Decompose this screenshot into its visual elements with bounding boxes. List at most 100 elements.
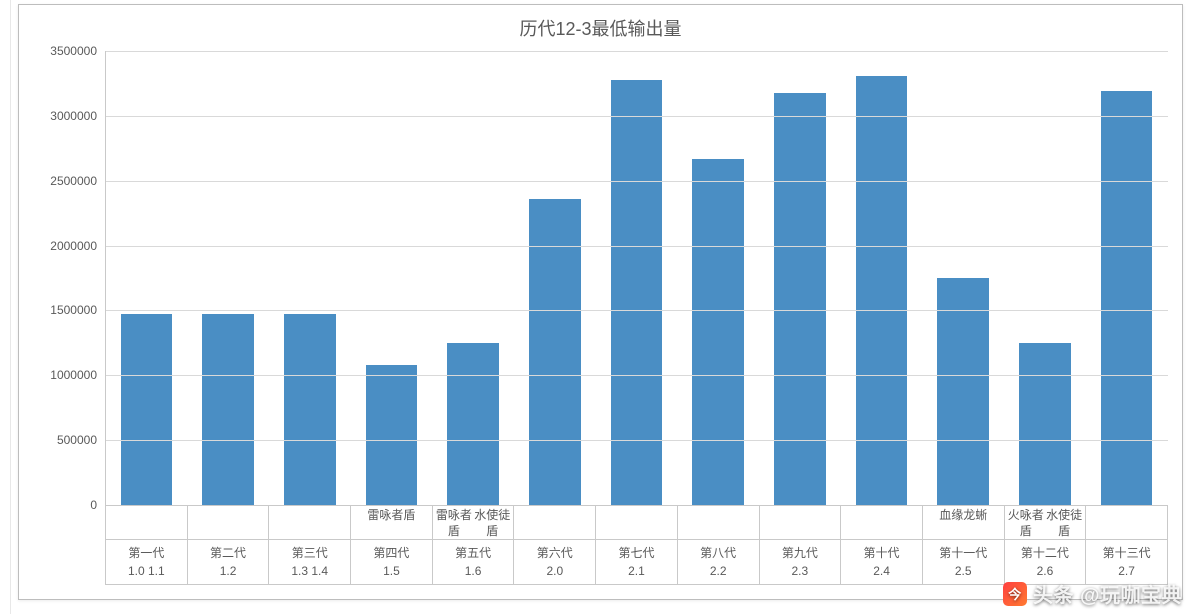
x-axis-note <box>678 506 759 540</box>
chart-container: 历代12-3最低输出量 0500000100000015000002000000… <box>18 4 1183 600</box>
x-axis-note: 火咏者盾水使徒盾 <box>1005 506 1086 540</box>
x-axis-note <box>269 506 350 540</box>
gridline <box>106 51 1168 52</box>
x-axis-label: 第八代2.2 <box>678 540 759 584</box>
bar-slot <box>433 51 515 505</box>
x-axis-gen: 第七代 <box>618 544 654 562</box>
x-axis-label: 第九代2.3 <box>760 540 841 584</box>
x-axis-gen: 第十二代 <box>1021 544 1069 562</box>
y-tick-label: 3500000 <box>50 44 97 58</box>
x-axis-ver: 2.1 <box>628 562 645 580</box>
x-axis-ver: 2.2 <box>710 562 727 580</box>
x-axis-label: 第十三代2.7 <box>1086 540 1167 584</box>
x-axis-label: 第七代2.1 <box>596 540 677 584</box>
x-axis-cell: 第六代2.0 <box>513 506 595 585</box>
bar-slot <box>596 51 678 505</box>
bar-slot <box>841 51 923 505</box>
watermark-prefix: 头条 <box>1033 579 1074 608</box>
x-axis-note <box>514 506 595 540</box>
x-axis-label: 第二代1.2 <box>188 540 269 584</box>
x-axis-label: 第十二代2.6 <box>1005 540 1086 584</box>
x-axis-gen: 第十代 <box>864 544 900 562</box>
y-tick-label: 2000000 <box>50 239 97 253</box>
x-axis-cell: 第八代2.2 <box>677 506 759 585</box>
x-axis-label: 第十代2.4 <box>841 540 922 584</box>
x-axis: 第一代1.0 1.1第二代1.2第三代1.3 1.4雷咏者盾第四代1.5雷咏者盾… <box>105 505 1168 585</box>
x-axis-ver: 1.5 <box>383 562 400 580</box>
x-axis-cell: 火咏者盾水使徒盾第十二代2.6 <box>1004 506 1086 585</box>
bar <box>447 343 499 505</box>
gridline <box>106 375 1168 376</box>
x-axis-gen: 第二代 <box>210 544 246 562</box>
bar <box>692 159 744 505</box>
x-axis-cell: 第十三代2.7 <box>1085 506 1168 585</box>
bar <box>366 365 418 505</box>
bar-slot <box>514 51 596 505</box>
gridline <box>106 246 1168 247</box>
y-tick-label: 2500000 <box>50 174 97 188</box>
y-axis: 0500000100000015000002000000250000030000… <box>33 51 103 505</box>
x-axis-ver: 1.0 1.1 <box>128 562 165 580</box>
x-axis-cell: 第十代2.4 <box>840 506 922 585</box>
bar-slot <box>106 51 188 505</box>
bar-slot <box>1005 51 1087 505</box>
bar <box>1019 343 1071 505</box>
x-axis-ver: 2.7 <box>1118 562 1135 580</box>
bar-slot <box>188 51 270 505</box>
x-axis-gen: 第十一代 <box>939 544 987 562</box>
gridline <box>106 181 1168 182</box>
bar-slot <box>760 51 842 505</box>
x-axis-cell: 第七代2.1 <box>595 506 677 585</box>
y-tick-label: 1000000 <box>50 368 97 382</box>
bar-slot <box>269 51 351 505</box>
bar <box>611 80 663 505</box>
x-axis-gen: 第八代 <box>700 544 736 562</box>
bar <box>202 314 254 505</box>
watermark: 今 头条 @玩咖宝典 <box>1003 579 1182 608</box>
x-axis-note <box>106 506 187 540</box>
x-axis-label: 第一代1.0 1.1 <box>106 540 187 584</box>
x-axis-ver: 1.2 <box>220 562 237 580</box>
x-axis-ver: 2.6 <box>1037 562 1054 580</box>
plot-outer: 0500000100000015000002000000250000030000… <box>33 51 1168 585</box>
x-axis-cell: 雷咏者盾第四代1.5 <box>350 506 432 585</box>
gridline <box>106 440 1168 441</box>
watermark-handle: @玩咖宝典 <box>1080 579 1182 608</box>
bar-slot <box>678 51 760 505</box>
plot-area <box>105 51 1168 505</box>
x-axis-ver: 2.0 <box>546 562 563 580</box>
y-tick-label: 3000000 <box>50 109 97 123</box>
bar-slot <box>351 51 433 505</box>
x-axis-cell: 第九代2.3 <box>759 506 841 585</box>
x-axis-ver: 2.4 <box>873 562 890 580</box>
x-axis-gen: 第六代 <box>537 544 573 562</box>
gridline <box>106 116 1168 117</box>
x-axis-note <box>760 506 841 540</box>
x-axis-note: 雷咏者盾水使徒盾 <box>433 506 514 540</box>
x-axis-ver: 1.6 <box>465 562 482 580</box>
x-axis-label: 第十一代2.5 <box>923 540 1004 584</box>
bar <box>937 278 989 505</box>
x-axis-note: 雷咏者盾 <box>351 506 432 540</box>
bar <box>121 314 173 505</box>
x-axis-cell: 血缘龙蜥第十一代2.5 <box>922 506 1004 585</box>
bar <box>1101 91 1153 505</box>
chart-title: 历代12-3最低输出量 <box>19 5 1182 41</box>
toutiao-logo-icon: 今 <box>1003 582 1027 606</box>
x-axis-cell: 第二代1.2 <box>187 506 269 585</box>
x-axis-ver: 2.5 <box>955 562 972 580</box>
x-axis-note: 血缘龙蜥 <box>923 506 1004 540</box>
x-axis-label: 第五代1.6 <box>433 540 514 584</box>
x-axis-gen: 第九代 <box>782 544 818 562</box>
x-axis-gen: 第一代 <box>128 544 164 562</box>
x-axis-label: 第四代1.5 <box>351 540 432 584</box>
x-axis-gen: 第五代 <box>455 544 491 562</box>
x-axis-gen: 第十三代 <box>1103 544 1151 562</box>
bar <box>774 93 826 505</box>
gridline <box>106 310 1168 311</box>
y-tick-label: 500000 <box>57 433 97 447</box>
bar-slot <box>1086 51 1168 505</box>
x-axis-label: 第三代1.3 1.4 <box>269 540 350 584</box>
x-axis-cell: 第三代1.3 1.4 <box>268 506 350 585</box>
x-axis-gen: 第四代 <box>373 544 409 562</box>
